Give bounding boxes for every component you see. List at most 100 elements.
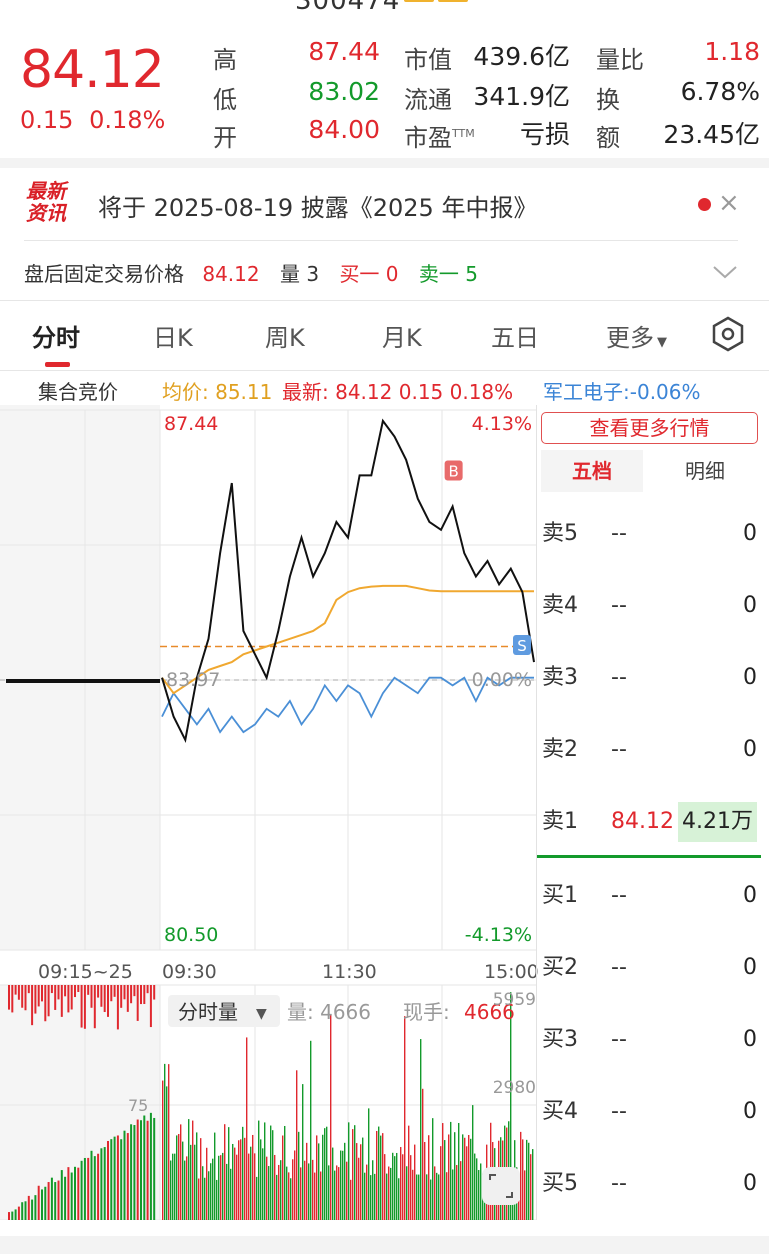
volume-bar [406, 1166, 408, 1220]
auction-vol-bar-lower [14, 1209, 17, 1220]
y-high-label: 87.44 [164, 413, 218, 435]
volume-bar [414, 1144, 416, 1220]
volume-bar [420, 1039, 422, 1220]
stat-float-value: 341.9亿 [473, 82, 570, 111]
after-hours-sell1: 5 [465, 262, 478, 286]
volume-bar [390, 1167, 392, 1220]
volume-bar [230, 1168, 232, 1220]
latest-price: 最新: 84.12 0.15 0.18% [282, 376, 513, 405]
volume-bar [374, 1173, 376, 1220]
auction-vol-bar-lower [116, 1135, 119, 1220]
auction-vol-bar [27, 985, 30, 994]
orderbook-level: 卖3 [542, 665, 578, 690]
sector-pct: -0.06% [629, 380, 701, 404]
stat-amount-label: 额 [596, 124, 620, 152]
volume-bar [532, 1149, 534, 1220]
stat-pe-label-text: 市盈 [404, 124, 452, 152]
tab-detail[interactable]: 明细 [685, 459, 725, 483]
volume-bar [366, 1164, 368, 1220]
orderbook-row-buy-4[interactable]: 买4 -- 0 [541, 1092, 761, 1132]
sector-change[interactable]: 军工电子:-0.06% [543, 376, 701, 405]
volume-bar [164, 1063, 166, 1220]
volume-bar [162, 1080, 164, 1220]
intraday-chart[interactable]: BS 87.44 80.50 83.97 4.13% -4.13% 0.00% … [0, 405, 540, 1220]
after-hours-row[interactable]: 盘后固定交易价格 84.12 量 3 买一 0 卖一 5 [24, 258, 478, 287]
auction-vol-bar [97, 985, 100, 998]
stat-amount-value: 23.45亿 [663, 120, 760, 149]
close-icon[interactable]: × [718, 188, 740, 218]
auction-vol-bar-lower [93, 1156, 96, 1220]
volume-selector[interactable] [168, 995, 280, 1027]
volume-bar [330, 1014, 332, 1220]
auction-vol-bar [90, 985, 93, 1008]
volume-bar [394, 1156, 396, 1220]
orderbook-row-buy-3[interactable]: 买3 -- 0 [541, 1020, 761, 1060]
auction-vol-bar [100, 985, 103, 1007]
chevron-down-icon[interactable] [712, 264, 738, 280]
volume-bar [434, 1166, 436, 1220]
tab-intraday[interactable]: 分时 [32, 324, 80, 352]
volume-bar [324, 1128, 326, 1220]
auction-vol-bar [103, 985, 106, 1013]
tab-more[interactable]: 更多 ▼ [606, 318, 667, 353]
volume-bar [236, 1154, 238, 1220]
volume-bar [400, 1147, 402, 1220]
stat-pe-label: 市盈TTM [404, 118, 475, 153]
orderbook-row-sell-4[interactable]: 卖4 -- 0 [541, 586, 761, 626]
volume-bar [356, 1143, 358, 1220]
volume-bar [370, 1175, 372, 1220]
tab-daily-k[interactable]: 日K [153, 324, 193, 352]
y-prev-close-label: 83.97 [166, 669, 220, 691]
auction-vol-bar-lower [44, 1186, 47, 1220]
news-text[interactable]: 将于 2025-08-19 披露《2025 年中报》 [98, 194, 538, 222]
stat-open-label: 开 [213, 124, 237, 152]
orderbook-volume: 0 [743, 883, 757, 908]
volume-bar [478, 1170, 480, 1220]
auction-vol-bar-lower [103, 1147, 106, 1220]
volume-bar [210, 1163, 212, 1220]
volume-bar [376, 1130, 378, 1220]
sell-marker-label: S [517, 637, 527, 655]
orderbook-row-sell-1[interactable]: 卖1 84.12 4.21万 [541, 802, 761, 842]
avg-price-line [161, 584, 534, 695]
tab-five-day[interactable]: 五日 [491, 324, 539, 352]
auction-vol-bar [74, 985, 76, 998]
volume-bar [166, 1086, 168, 1220]
tab-monthly-k[interactable]: 月K [382, 324, 422, 352]
expand-icon [489, 1174, 513, 1198]
orderbook-level: 买5 [542, 1171, 578, 1196]
auction-vol-bar [146, 985, 149, 994]
orderbook-volume: 0 [743, 593, 757, 618]
tab-more-label: 更多 [606, 324, 654, 352]
volume-bar [262, 1148, 264, 1220]
orderbook-volume: 0 [743, 1027, 757, 1052]
tab-five-level[interactable]: 五档 [541, 450, 643, 492]
volume-bar [456, 1165, 458, 1220]
expand-icon-bg[interactable] [482, 1167, 520, 1205]
auction-vol-bar-lower [110, 1139, 113, 1220]
settings-hex-icon[interactable] [710, 316, 746, 352]
more-quotes-button[interactable]: 查看更多行情 [541, 412, 758, 444]
orderbook-row-buy-2[interactable]: 买2 -- 0 [541, 948, 761, 988]
auction-vol-bar [113, 985, 116, 997]
orderbook-level: 卖1 [542, 809, 578, 834]
stat-open-value: 84.00 [308, 115, 380, 144]
orderbook-row-buy-5[interactable]: 买5 -- 0 [541, 1164, 761, 1204]
tab-weekly-k[interactable]: 周K [265, 324, 305, 352]
volume-bar [318, 1143, 320, 1220]
orderbook-row-sell-2[interactable]: 卖2 -- 0 [541, 730, 761, 770]
auction-vol-bar-lower [41, 1189, 43, 1220]
stat-float-label: 流通 [404, 86, 452, 114]
stat-pe-sup: TTM [452, 127, 475, 140]
orderbook-row-sell-3[interactable]: 卖3 -- 0 [541, 658, 761, 698]
volume-bar [288, 1172, 290, 1220]
volume-bar [430, 1179, 432, 1220]
orderbook-row-buy-1[interactable]: 买1 -- 0 [541, 876, 761, 916]
volume-bar [222, 1152, 224, 1220]
auction-vol-bar [14, 985, 17, 995]
volume-bar [174, 1153, 176, 1220]
volume-bar [360, 1144, 362, 1220]
auction-vol-bar-lower [64, 1176, 67, 1220]
stat-mktcap-value: 439.6亿 [473, 42, 570, 71]
orderbook-row-sell-5[interactable]: 卖5 -- 0 [541, 514, 761, 554]
